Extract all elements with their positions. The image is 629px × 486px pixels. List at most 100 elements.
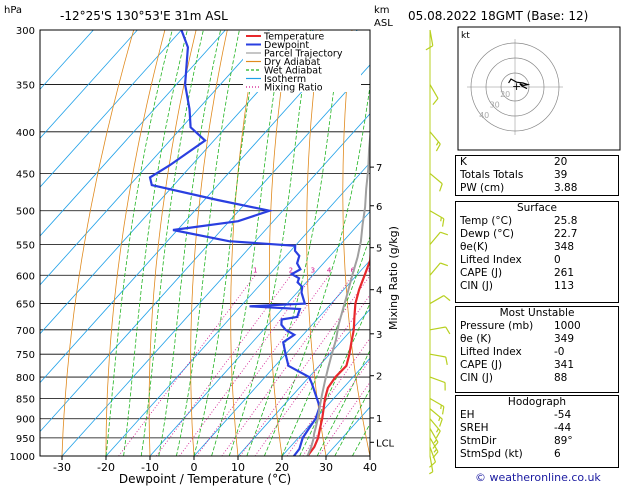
surface-value: 0 [554,254,561,266]
wind-barb [429,376,446,391]
pressure-tick-label: 550 [16,240,35,251]
indices-table: K 20 Totals Totals 39 PW (cm) 3.88 [455,155,619,196]
hodograph-table-label: StmDir [460,435,497,447]
wind-barb [429,326,451,335]
mixing-ratio-line [254,294,370,456]
surface-table: Surface Temp (°C) 25.8 Dewp (°C) 22.7 θe(K) 3… [455,201,619,303]
isotherm-line [40,30,358,384]
most-unstable-value: 1000 [554,320,581,332]
most-unstable-label: Pressure (mb) [460,320,534,332]
mixing-ratio-line [179,275,314,456]
mixing-ratio-line [302,359,370,456]
hpa-unit-label: hPa [4,5,22,16]
wind-barb [429,262,449,276]
isotherm-line [40,30,270,286]
surface-row: CIN (J) 113 [456,280,618,293]
x-tick-label: -10 [141,461,159,474]
surface-value: 25.8 [554,215,578,227]
wind-barb [429,84,439,105]
surface-label: θe(K) [460,241,488,253]
wind-barb [429,455,434,475]
k-value: 20 [554,156,568,168]
isotherm-line [149,210,370,456]
parcel-trajectory-line [306,127,370,456]
mixing-ratio-label: 16 [410,266,419,274]
dry-adiabat-line [61,30,135,456]
wind-barb [429,295,451,305]
surface-row: Temp (°C) 25.8 [456,215,618,228]
mixing-ratio-label: 8 [368,266,372,274]
most-unstable-title: Most Unstable [499,307,575,319]
pressure-tick-label: 750 [16,350,35,361]
hodograph-table-row: EH -54 [456,409,618,422]
legend-box [243,31,361,92]
most-unstable-value: 341 [554,359,575,371]
legend-label: Parcel Trajectory [264,49,343,60]
legend-label: Wet Adiabat [264,66,322,77]
wet-adiabat-line [193,30,261,456]
wind-barb [429,446,437,468]
surface-label: CIN (J) [460,280,493,292]
legend-label: Isotherm [264,74,306,85]
wet-adiabat-line [246,30,343,456]
hodograph-table: Hodograph EH -54 SREH -44 StmDir 89° StmSpd (k… [455,395,619,468]
wind-barb [429,131,441,152]
x-tick-label: 40 [363,461,377,474]
dry-adiabat-line [148,30,197,456]
hodograph-table-label: SREH [460,422,489,434]
isotherm-line [40,30,182,188]
isotherm-line [193,259,370,456]
wind-barb [429,428,439,449]
most-unstable-row: Lifted Index -0 [456,346,618,359]
x-tick-label: -30 [53,461,71,474]
hodograph-table-row: StmDir 89° [456,435,618,448]
dry-adiabat-line [342,30,370,456]
km-tick-label: 2 [376,372,382,383]
dry-adiabat-line [190,30,228,456]
surface-row: Dewp (°C) 22.7 [456,228,618,241]
hodograph-ring-label: 20 [500,90,510,99]
most-unstable-row: CIN (J) 88 [456,372,618,385]
hodograph-table-value: -44 [554,422,572,434]
x-tick-label: 0 [191,461,198,474]
most-unstable-value: 349 [554,333,575,345]
wet-adiabat-line [299,302,370,456]
surface-value: 113 [554,280,575,292]
km-tick-label: 5 [376,244,382,255]
mixing-ratio-label: 1 [253,266,257,274]
pressure-tick-label: 700 [16,326,35,337]
pressure-tick-label: 850 [16,394,35,405]
isotherm-line [40,30,138,139]
mixing-ratio-line [155,275,292,456]
legend-label: Temperature [263,32,324,43]
mixing-ratio-axis-title: Mixing Ratio (g/kg) [387,226,400,330]
mixing-ratio-label: 25 [440,266,449,274]
mixing-ratio-label: 4 [327,266,332,274]
km-tick-label: 7 [376,163,382,174]
wind-barb [429,437,439,459]
surface-value: 22.7 [554,228,578,240]
wind-barb [429,231,449,245]
hodograph-table-label: StmSpd (kt) [460,448,523,460]
wind-barb [429,397,445,415]
dry-adiabat-line [105,30,166,456]
most-unstable-label: CAPE (J) [460,359,503,371]
pressure-tick-label: 400 [16,128,35,139]
hodograph-ring-label: 40 [479,111,489,120]
wet-adiabat-line [264,83,370,456]
km-tick-label: 3 [376,330,382,341]
pressure-tick-label: 450 [16,169,35,180]
wet-adiabat-line [123,30,188,456]
most-unstable-table: Most Unstable Pressure (mb) 1000 θe (K) 349… [455,306,619,393]
pressure-tick-label: 300 [16,26,35,37]
pw-value: 3.88 [554,182,578,194]
hodograph-table-value: 89° [554,435,573,447]
hodograph-table-label: EH [460,409,475,421]
surface-label: Temp (°C) [460,215,513,227]
pressure-tick-label: 350 [16,81,35,92]
surface-row: θe(K) 348 [456,241,618,254]
wet-adiabat-line [211,30,285,456]
pressure-tick-label: 950 [16,434,35,445]
